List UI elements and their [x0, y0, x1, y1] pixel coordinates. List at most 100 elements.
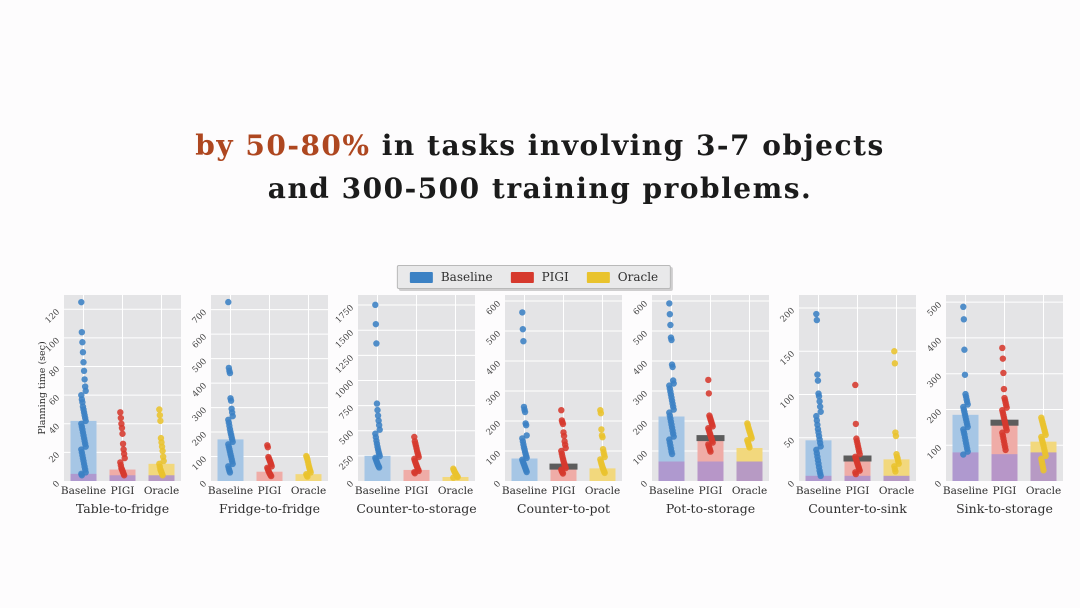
- data-point: [519, 326, 527, 333]
- category-label: Baseline: [649, 485, 694, 497]
- y-tick-label: 300: [485, 389, 504, 408]
- chart-title: Table-to-fridge: [76, 501, 169, 516]
- chart-cell: 0 100 200 300 400 500 600 Baseline PIGI Oracle Pot…: [624, 291, 771, 527]
- data-point: [522, 422, 530, 429]
- y-tick-label: 200: [926, 408, 945, 427]
- y-tick-label: 0: [198, 479, 209, 490]
- purple-overlay-bar: [991, 454, 1018, 481]
- data-point: [121, 454, 128, 462]
- data-point: [960, 451, 967, 458]
- data-point: [520, 338, 527, 345]
- category-label: Baseline: [61, 485, 106, 497]
- data-point: [267, 472, 275, 480]
- headline-accent: by 50-80%: [195, 129, 371, 162]
- chart-svg: 0 50 100 150 200 Baseline PIGI Oracle Counter-to…: [779, 295, 916, 516]
- y-tick-label: 0: [51, 479, 62, 490]
- data-point: [891, 348, 898, 355]
- headline-line1: by 50-80% in tasks involving 3-7 objects: [0, 124, 1080, 167]
- data-point: [78, 472, 86, 479]
- category-label: Baseline: [943, 485, 988, 497]
- purple-overlay-bar: [952, 452, 979, 481]
- data-point: [411, 470, 419, 477]
- y-tick-label: 200: [485, 419, 504, 438]
- category-label: Oracle: [438, 485, 473, 497]
- chart-svg: 0 250 500 750 1000 1250 1500 1750 Baseline PIGI Or…: [334, 295, 477, 516]
- data-point: [559, 420, 567, 428]
- category-label: PIGI: [846, 485, 870, 497]
- data-point: [813, 310, 820, 318]
- y-tick-label: 100: [632, 449, 651, 468]
- purple-overlay-bar: [697, 461, 724, 481]
- data-point: [119, 440, 127, 447]
- data-point: [815, 393, 823, 400]
- data-point: [891, 360, 899, 367]
- y-tick-label: 0: [345, 479, 356, 490]
- y-tick-label: 500: [632, 329, 651, 348]
- data-point: [521, 408, 529, 416]
- data-point: [892, 468, 899, 475]
- data-point: [78, 298, 85, 306]
- data-point: [852, 381, 859, 389]
- legend-label: Baseline: [440, 270, 493, 284]
- data-point: [119, 430, 126, 437]
- y-tick-label: 500: [926, 300, 945, 319]
- data-point: [159, 472, 166, 479]
- y-tick-label: 120: [44, 307, 63, 326]
- y-tick-label: 600: [485, 299, 504, 318]
- y-tick-label: 300: [926, 372, 945, 391]
- y-tick-label: 0: [639, 479, 650, 490]
- chart-cell: 0 100 200 300 400 500 600 700 Baseline PIGI Oracle…: [183, 291, 330, 527]
- data-point: [705, 376, 712, 384]
- chart-svg: 0 100 200 300 400 500 Baseline PIGI Oracle Sink-t…: [926, 295, 1063, 516]
- legend-entry: Baseline: [409, 270, 493, 284]
- data-point: [814, 377, 822, 384]
- data-point: [450, 474, 457, 481]
- category-label: Oracle: [144, 485, 179, 497]
- data-point: [120, 472, 128, 479]
- y-tick-label: 1250: [334, 353, 356, 375]
- y-tick-label: 400: [632, 359, 651, 378]
- category-label: Oracle: [1026, 485, 1061, 497]
- y-tick-label: 250: [338, 454, 357, 473]
- y-tick-label: 300: [632, 389, 651, 408]
- chart-cell: 0 250 500 750 1000 1250 1500 1750 Baseline PIGI Or…: [330, 291, 477, 527]
- category-label: Baseline: [796, 485, 841, 497]
- data-point: [999, 344, 1006, 352]
- purple-overlay-bar: [736, 461, 763, 481]
- data-point: [817, 443, 824, 450]
- data-point: [117, 414, 125, 422]
- data-point: [960, 316, 968, 323]
- category-label: Oracle: [732, 485, 767, 497]
- data-point: [816, 398, 823, 405]
- data-point: [817, 408, 824, 415]
- data-point: [599, 434, 606, 441]
- data-point: [373, 400, 381, 407]
- data-point: [373, 340, 380, 347]
- y-tick-label: 1750: [334, 303, 356, 325]
- purple-overlay-bar: [883, 475, 910, 481]
- data-point: [666, 311, 674, 318]
- chart-svg: 0 100 200 300 400 500 600 Baseline PIGI Oracle Pot…: [632, 295, 769, 516]
- chart-cell: 0 20 40 60 80 100 120 Baseline PIGI Oracle Table-t…: [36, 291, 183, 527]
- category-label: PIGI: [699, 485, 723, 497]
- legend-entry: Oracle: [586, 270, 658, 284]
- data-point: [1000, 369, 1007, 377]
- y-tick-label: 300: [191, 406, 210, 425]
- category-label: Oracle: [879, 485, 914, 497]
- data-point: [156, 406, 163, 413]
- data-point: [597, 410, 605, 417]
- chart-cell: 0 100 200 300 400 500 Baseline PIGI Oracle Sink-t…: [918, 291, 1065, 527]
- charts-row: 0 20 40 60 80 100 120 Baseline PIGI Oracle Table-t…: [36, 291, 1065, 527]
- chart-cell: 0 100 200 300 400 500 600 Baseline PIGI Oracle Cou…: [477, 291, 624, 527]
- legend-entry: PIGI: [510, 270, 569, 284]
- category-label: PIGI: [405, 485, 429, 497]
- purple-overlay-bar: [658, 461, 685, 481]
- data-point: [227, 397, 235, 404]
- data-point: [78, 329, 86, 336]
- data-point: [668, 336, 675, 344]
- data-point: [667, 321, 674, 329]
- y-tick-label: 600: [191, 332, 210, 351]
- data-point: [598, 426, 605, 433]
- data-point: [264, 444, 272, 451]
